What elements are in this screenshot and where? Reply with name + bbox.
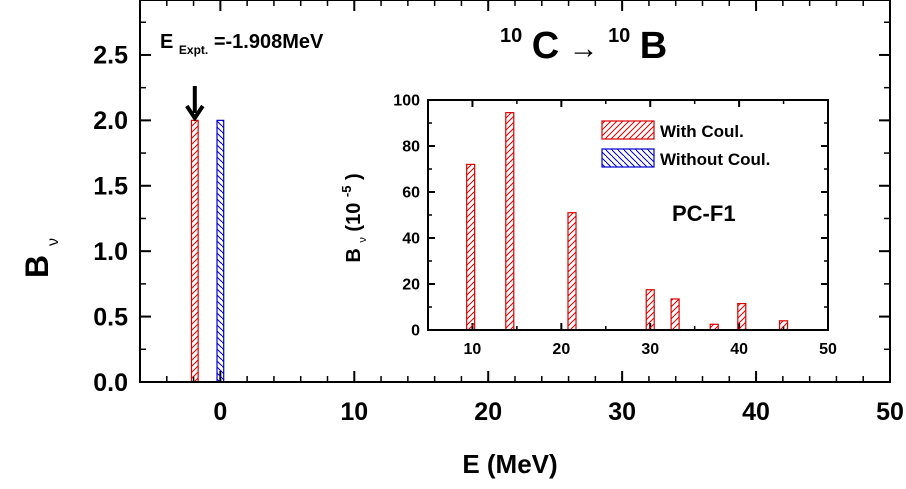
bar [466,163,476,331]
annotation-sub: Expt. [179,43,208,57]
main-y-axis-label: B ν [19,238,62,278]
y-tick-label: 0.5 [93,303,128,331]
title-daughter-mass: 10 [608,25,630,47]
bar [567,212,577,331]
main-plot-frame [139,0,891,383]
inset-y-label-main: B [343,248,365,262]
inset-y-label-exp: -5 [339,186,354,198]
inset-y-axis-label: B ν (10 -5 ) [334,173,371,262]
inset-model-label: PC-F1 [672,201,736,226]
legend-label: With Coul. [660,122,744,141]
x-tick-label: 20 [552,341,570,358]
bar [645,289,655,331]
bar [670,298,680,331]
annotation-main: E [160,31,173,53]
x-tick-label: 10 [464,341,482,358]
bar [737,302,747,331]
x-tick-label: 10 [340,398,368,426]
main-y-label-sub: ν [45,238,62,246]
x-tick-label: 50 [876,398,904,426]
y-tick-label: 2.0 [93,107,128,135]
bar [505,112,515,331]
inset-legend: With Coul. Without Coul. [601,120,770,169]
y-tick-label: 0.0 [93,369,128,397]
expt-energy-annotation: E Expt. =-1.908MeV [160,31,324,59]
y-tick-label: 40 [402,231,420,248]
x-tick-label: 40 [730,341,748,358]
title-arrow: → [569,32,599,65]
legend-swatch [601,148,655,168]
x-tick-label: 30 [608,398,636,426]
bar [216,119,225,383]
inset-bars [466,112,789,331]
y-tick-label: 0 [411,323,420,340]
y-tick-label: 80 [402,139,420,156]
title-parent: C [532,25,559,67]
main-x-axis-label: E (MeV) [462,449,557,479]
main-y-label-main: B [19,255,55,278]
x-tick-label: 20 [474,398,502,426]
title-parent-mass: 10 [500,25,522,47]
title-daughter: B [640,25,667,67]
legend-label: Without Coul. [660,150,770,169]
x-tick-label: 0 [213,398,227,426]
y-tick-label: 1.5 [93,173,128,201]
expt-arrow-icon [185,86,205,122]
y-tick-label: 1.0 [93,238,128,266]
bar [778,320,789,331]
annotation-rest: =-1.908MeV [214,31,324,53]
main-bars [190,119,225,383]
legend-swatch [601,120,655,140]
chart-title: 10 C → 10 B [500,12,667,67]
x-tick-label: 50 [819,341,837,358]
x-tick-label: 30 [641,341,659,358]
main-axes: 0 10 20 30 40 50 0.0 0.5 1.0 1.5 2.0 2.5 [93,0,904,426]
inset-y-label-close: ) [343,173,365,180]
inset-y-label-sub: ν [357,237,369,243]
x-tick-label: 40 [742,398,770,426]
y-tick-label: 100 [393,93,420,110]
inset-plot-frame [427,99,829,331]
y-tick-label: 2.5 [93,42,128,70]
y-tick-label: 20 [402,277,420,294]
bar [190,119,199,383]
inset-y-label-rest: (10 [343,203,365,232]
y-tick-label: 60 [402,185,420,202]
arrow-head [185,104,205,122]
